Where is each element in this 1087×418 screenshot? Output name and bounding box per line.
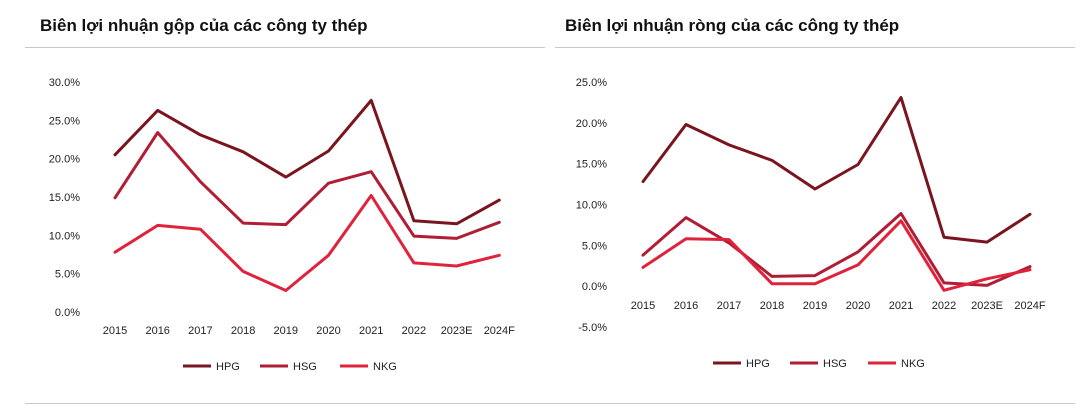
c1-y-tick-label: 0.0%	[582, 281, 607, 293]
c1-legend-label-nkg: NKG	[901, 358, 925, 370]
c0-x-tick-label: 2021	[359, 325, 383, 337]
c1-legend-label-hpg: HPG	[746, 358, 770, 370]
c0-series-line-nkg	[113, 194, 501, 292]
c1-legend-label-hsg: HSG	[823, 358, 847, 370]
c1-y-tick-label: 25.0%	[576, 77, 607, 89]
c0-y-tick-label: 5.0%	[55, 269, 80, 281]
c1-y-tick-label: 20.0%	[576, 118, 607, 130]
c1-y-tick-label: 15.0%	[576, 159, 607, 171]
c1-y-tick-label: -5.0%	[578, 322, 607, 334]
c1-x-tick-label: 2017	[717, 300, 741, 312]
c1-x-tick-label: 2016	[674, 300, 698, 312]
c0-x-tick-label: 2022	[402, 325, 426, 337]
c0-y-tick-label: 10.0%	[49, 230, 80, 242]
c0-x-tick-label: 2023E	[441, 325, 473, 337]
c0-x-tick-label: 2017	[188, 325, 212, 337]
c0-y-tick-label: 20.0%	[49, 154, 80, 166]
c0-x-tick-label: 2018	[231, 325, 255, 337]
chart-title-gross-margin: Biên lợi nhuận gộp của các công ty thép	[40, 16, 368, 35]
c0-y-tick-label: 15.0%	[49, 192, 80, 204]
c1-x-tick-label: 2022	[932, 300, 956, 312]
c0-legend-label-nkg: NKG	[373, 361, 397, 373]
c0-legend-label-hpg: HPG	[216, 361, 240, 373]
c1-x-tick-label: 2019	[803, 300, 827, 312]
c1-x-tick-label: 2020	[846, 300, 870, 312]
c1-x-tick-label: 2021	[889, 300, 913, 312]
bottom-rule	[25, 403, 1075, 404]
c1-series-line-nkg	[641, 219, 1032, 292]
c0-x-tick-label: 2024F	[484, 325, 515, 337]
c1-y-tick-label: 10.0%	[576, 200, 607, 212]
c0-legend-label-hsg: HSG	[293, 361, 317, 373]
c0-x-tick-label: 2016	[145, 325, 169, 337]
c1-x-tick-label: 2024F	[1014, 300, 1045, 312]
c0-x-tick-label: 2015	[103, 325, 127, 337]
right-header-rule	[555, 47, 1075, 48]
c1-x-tick-label: 2018	[760, 300, 784, 312]
c0-y-tick-label: 30.0%	[49, 77, 80, 89]
c0-y-tick-label: 0.0%	[55, 307, 80, 319]
c0-series-line-hpg	[113, 98, 501, 226]
chart-title-net-margin: Biên lợi nhuận ròng của các công ty thép	[565, 16, 900, 35]
c1-x-tick-label: 2015	[631, 300, 655, 312]
c0-x-tick-label: 2020	[316, 325, 340, 337]
c1-series-line-hpg	[641, 96, 1032, 244]
c0-x-tick-label: 2019	[274, 325, 298, 337]
c0-series-line-hsg	[113, 131, 501, 240]
c0-y-tick-label: 25.0%	[49, 115, 80, 127]
c1-x-tick-label: 2023E	[971, 300, 1003, 312]
left-header-rule	[25, 47, 545, 48]
c1-y-tick-label: 5.0%	[582, 240, 607, 252]
